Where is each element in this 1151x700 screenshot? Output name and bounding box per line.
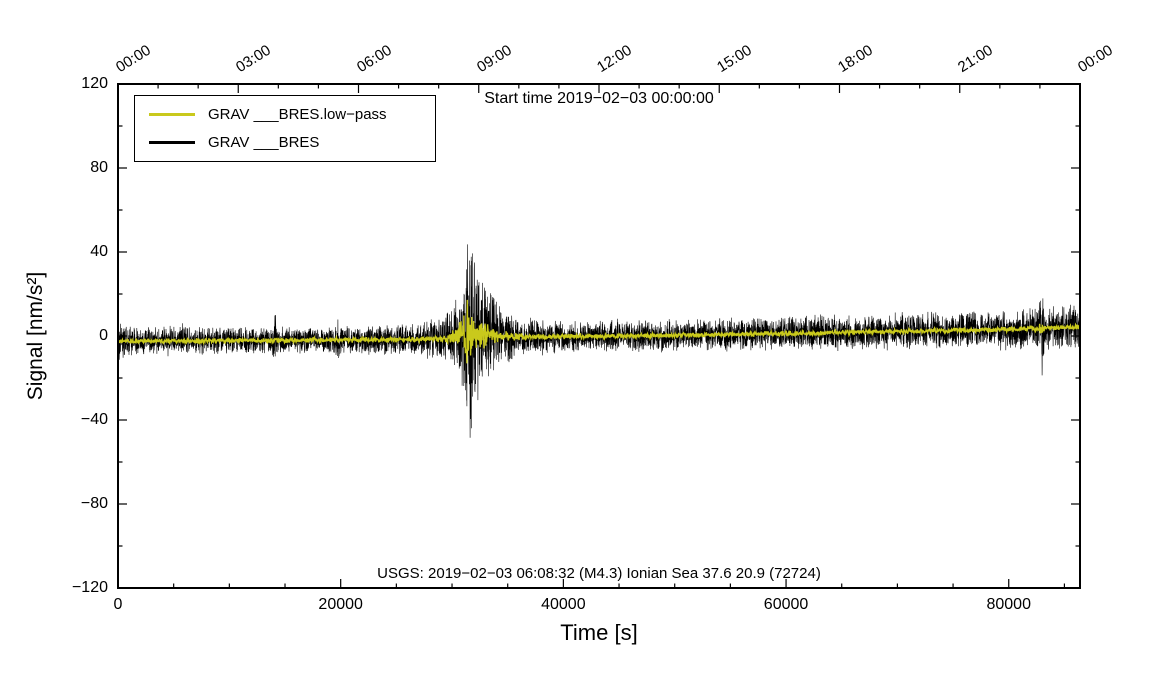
y-tick-label: −120 (71, 579, 108, 596)
x-tick-label: 60000 (763, 596, 809, 613)
legend-label-lowpass: GRAV ___BRES.low−pass (208, 106, 387, 123)
y-tick-label: 80 (90, 159, 108, 176)
lowpass-line-swatch (149, 113, 195, 116)
y-tick-label: 40 (90, 243, 108, 260)
event-annotation: USGS: 2019−02−03 06:08:32 (M4.3) Ionian … (377, 565, 821, 582)
x-tick-label: 80000 (986, 596, 1031, 613)
legend-box: GRAV ___BRES.low−pass GRAV ___BRES (134, 95, 436, 162)
legend-item-lowpass: GRAV ___BRES.low−pass (149, 106, 387, 123)
legend-item-raw: GRAV ___BRES (149, 134, 387, 151)
x-tick-label: 40000 (541, 596, 586, 613)
y-axis-title: Signal [nm/s²] (24, 271, 47, 401)
raw-line-swatch (149, 141, 195, 144)
plot-title: Start time 2019−02−03 00:00:00 (484, 90, 714, 107)
y-tick-label: −40 (80, 411, 108, 428)
y-tick-label: 120 (81, 75, 108, 92)
y-tick-label: −80 (80, 495, 108, 512)
x-axis-title: Time [s] (560, 620, 638, 645)
x-tick-label: 20000 (318, 596, 363, 613)
y-tick-label: 0 (99, 327, 108, 344)
legend-label-raw: GRAV ___BRES (208, 134, 320, 151)
x-tick-label: 0 (113, 596, 123, 613)
